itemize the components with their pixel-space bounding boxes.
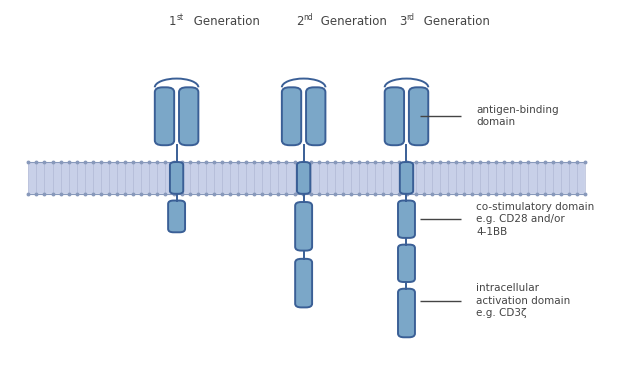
FancyBboxPatch shape: [295, 202, 312, 251]
FancyBboxPatch shape: [409, 87, 428, 145]
Text: 3: 3: [399, 15, 406, 28]
FancyBboxPatch shape: [306, 87, 326, 145]
Text: intracellular
activation domain
e.g. CD3ζ: intracellular activation domain e.g. CD3…: [476, 283, 570, 318]
Text: Generation: Generation: [190, 15, 260, 28]
Text: Generation: Generation: [420, 15, 489, 28]
FancyBboxPatch shape: [282, 87, 301, 145]
Text: rd: rd: [406, 13, 414, 22]
Text: st: st: [177, 13, 184, 22]
FancyBboxPatch shape: [179, 87, 198, 145]
FancyBboxPatch shape: [170, 162, 183, 194]
FancyBboxPatch shape: [400, 162, 413, 194]
Text: nd: nd: [304, 13, 313, 22]
FancyBboxPatch shape: [398, 244, 415, 282]
Text: co-stimulatory domain
e.g. CD28 and/or
4-1BB: co-stimulatory domain e.g. CD28 and/or 4…: [476, 202, 594, 236]
Text: antigen-binding
domain: antigen-binding domain: [476, 105, 559, 128]
FancyBboxPatch shape: [168, 201, 185, 232]
Text: Generation: Generation: [317, 15, 387, 28]
FancyBboxPatch shape: [385, 87, 404, 145]
FancyBboxPatch shape: [28, 162, 585, 194]
FancyBboxPatch shape: [398, 201, 415, 238]
FancyBboxPatch shape: [398, 289, 415, 337]
FancyBboxPatch shape: [297, 162, 310, 194]
Text: 2: 2: [296, 15, 304, 28]
FancyBboxPatch shape: [295, 259, 312, 308]
Text: 1: 1: [169, 15, 177, 28]
FancyBboxPatch shape: [155, 87, 174, 145]
